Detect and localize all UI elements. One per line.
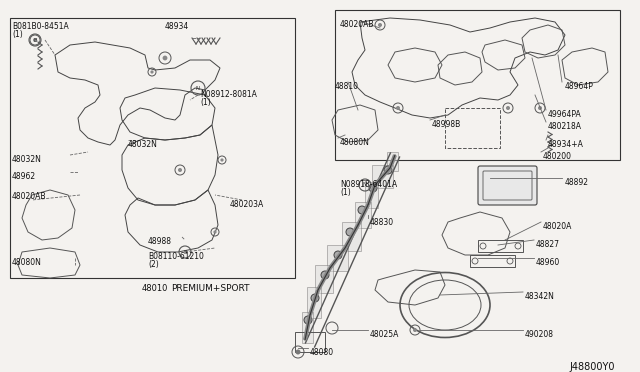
Text: 480218A: 480218A — [548, 122, 582, 131]
Circle shape — [33, 38, 37, 42]
Bar — [365, 182, 378, 208]
Text: 48020AB: 48020AB — [12, 192, 47, 201]
Text: 49964PA: 49964PA — [548, 110, 582, 119]
Text: 48342N: 48342N — [525, 292, 555, 301]
Circle shape — [369, 184, 377, 192]
Text: 48964P: 48964P — [565, 82, 594, 91]
Text: 48830: 48830 — [370, 218, 394, 227]
Circle shape — [311, 294, 319, 302]
Circle shape — [396, 106, 400, 110]
Text: 48998B: 48998B — [432, 120, 461, 129]
Text: J48800Y0: J48800Y0 — [570, 362, 615, 372]
Circle shape — [334, 251, 342, 259]
Text: 48988: 48988 — [148, 237, 172, 246]
Circle shape — [506, 106, 510, 110]
Bar — [478, 240, 523, 252]
Bar — [445, 108, 500, 148]
Text: 48934: 48934 — [165, 22, 189, 31]
Bar — [302, 312, 313, 343]
Text: 48032N: 48032N — [12, 155, 42, 164]
Circle shape — [220, 158, 223, 161]
Text: 480203A: 480203A — [230, 200, 264, 209]
Text: 490208: 490208 — [525, 330, 554, 339]
Text: (1): (1) — [340, 188, 351, 197]
Bar — [335, 10, 620, 160]
Bar — [10, 18, 295, 278]
Text: B081B0-8451A: B081B0-8451A — [12, 22, 68, 31]
Circle shape — [296, 350, 301, 355]
FancyBboxPatch shape — [478, 166, 537, 205]
Text: (1): (1) — [200, 98, 211, 107]
Text: 48827: 48827 — [536, 240, 560, 249]
Text: 48960: 48960 — [536, 258, 560, 267]
Bar — [372, 165, 393, 188]
Circle shape — [178, 168, 182, 172]
Text: B: B — [33, 38, 37, 42]
Circle shape — [358, 206, 366, 214]
Bar — [327, 245, 348, 271]
Text: 48020A: 48020A — [543, 222, 572, 231]
Text: 480200: 480200 — [543, 152, 572, 161]
Bar — [470, 255, 515, 267]
Text: 48962: 48962 — [12, 172, 36, 181]
Text: N: N — [196, 86, 200, 90]
Circle shape — [213, 230, 216, 234]
Text: 48032N: 48032N — [128, 140, 158, 149]
Text: 48020AB: 48020AB — [340, 20, 374, 29]
Text: B: B — [183, 250, 187, 254]
Text: B08110-61210: B08110-61210 — [148, 252, 204, 261]
Circle shape — [346, 228, 354, 236]
Text: (1): (1) — [12, 30, 23, 39]
Bar — [342, 222, 361, 251]
Text: 48810: 48810 — [335, 82, 359, 91]
Text: N08918-6401A: N08918-6401A — [340, 180, 397, 189]
Bar — [315, 265, 333, 293]
Bar — [307, 287, 321, 318]
Bar — [355, 202, 371, 228]
Circle shape — [378, 23, 382, 27]
Circle shape — [413, 328, 417, 332]
Text: PREMIUM+SPORT: PREMIUM+SPORT — [172, 284, 250, 293]
Text: (2): (2) — [148, 260, 159, 269]
Bar — [295, 332, 325, 352]
Text: N08912-8081A: N08912-8081A — [200, 90, 257, 99]
Text: 48080N: 48080N — [12, 258, 42, 267]
Text: N: N — [363, 183, 367, 187]
Text: 48080N: 48080N — [340, 138, 370, 147]
Bar — [387, 152, 398, 171]
Circle shape — [384, 166, 392, 174]
Circle shape — [150, 70, 154, 74]
Text: 48010: 48010 — [142, 284, 168, 293]
Text: 48892: 48892 — [565, 178, 589, 187]
Text: 48080: 48080 — [310, 348, 334, 357]
Circle shape — [538, 106, 542, 110]
Circle shape — [304, 316, 312, 324]
Circle shape — [321, 271, 329, 279]
Text: 48025A: 48025A — [370, 330, 399, 339]
Circle shape — [163, 55, 168, 60]
Text: 48934+A: 48934+A — [548, 140, 584, 149]
